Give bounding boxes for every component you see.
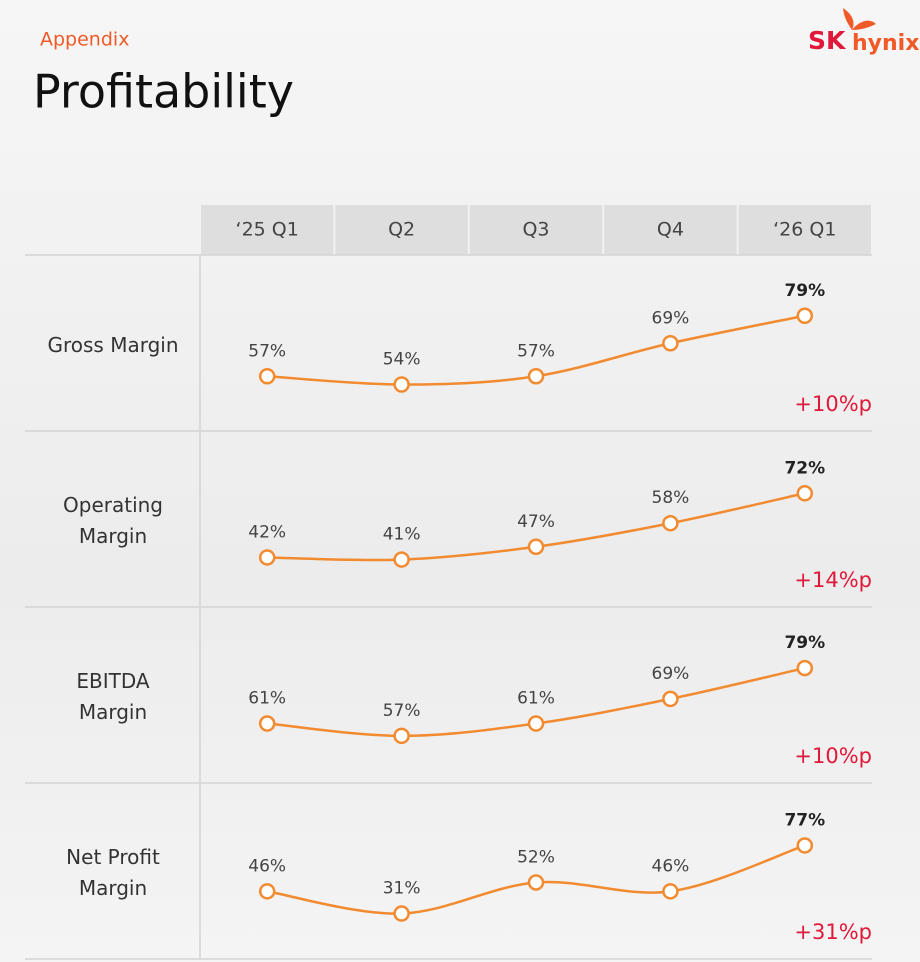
data-point — [796, 485, 814, 502]
header-cell — [201, 205, 334, 255]
data-point — [393, 551, 410, 568]
column-header: ‘25 Q1 — [236, 219, 299, 241]
data-point — [662, 883, 679, 900]
change-annotation: +31%p — [794, 920, 872, 944]
value-label: 57% — [248, 341, 286, 361]
value-label: 52% — [517, 847, 555, 867]
data-point — [527, 368, 545, 385]
value-label: 41% — [383, 525, 421, 545]
data-point — [393, 376, 410, 393]
row-title: Net Profit Margin — [66, 845, 160, 900]
change-annotation: +10%p — [794, 392, 872, 416]
data-point — [796, 307, 814, 324]
column-header: Q4 — [657, 219, 684, 241]
data-point — [527, 715, 545, 732]
value-label: 69% — [652, 308, 690, 328]
value-label: 61% — [248, 689, 286, 709]
section-label: Appendix — [40, 29, 129, 51]
column-header: Q2 — [388, 219, 415, 241]
value-label: 46% — [248, 856, 286, 876]
data-point — [662, 690, 679, 708]
header-cell — [335, 205, 468, 255]
value-label: 57% — [383, 701, 421, 721]
change-annotation: +10%p — [794, 744, 872, 768]
value-label: 79% — [784, 633, 825, 653]
value-label: 31% — [383, 879, 421, 899]
data-point — [258, 368, 276, 385]
value-label: 47% — [517, 512, 555, 532]
data-point — [258, 883, 276, 900]
logo-sk: SK — [808, 26, 847, 55]
value-label: 77% — [784, 810, 825, 830]
data-point — [258, 715, 276, 732]
data-point — [662, 514, 679, 532]
data-point — [393, 905, 410, 922]
data-point — [796, 659, 814, 677]
data-point — [393, 727, 410, 745]
value-label: 61% — [517, 689, 555, 709]
change-annotation: +14%p — [794, 568, 872, 592]
page-title: Profitability — [33, 65, 294, 119]
value-label: 58% — [652, 488, 690, 508]
row-title: Gross Margin — [47, 332, 179, 357]
value-label: 46% — [652, 856, 690, 876]
data-point — [662, 335, 679, 352]
data-point — [258, 549, 276, 566]
row-title: Operating Margin — [63, 493, 163, 548]
value-label: 79% — [784, 281, 825, 301]
data-point — [796, 837, 814, 854]
column-header: Q3 — [522, 219, 549, 241]
logo-butterfly — [843, 8, 876, 30]
column-header: ‘26 Q1 — [773, 219, 836, 241]
header-cell — [469, 205, 603, 255]
value-label: 54% — [383, 350, 421, 370]
value-label: 69% — [652, 664, 690, 684]
data-point — [527, 874, 545, 891]
value-label: 42% — [248, 522, 286, 542]
row-title: EBITDA Margin — [76, 669, 150, 724]
data-point — [527, 538, 545, 555]
value-label: 72% — [784, 458, 825, 478]
header-cell — [604, 205, 737, 255]
value-label: 57% — [517, 341, 555, 361]
header-cell — [738, 205, 871, 255]
logo-hynix: hynix — [852, 31, 919, 56]
logo: SK hynix — [808, 8, 919, 56]
